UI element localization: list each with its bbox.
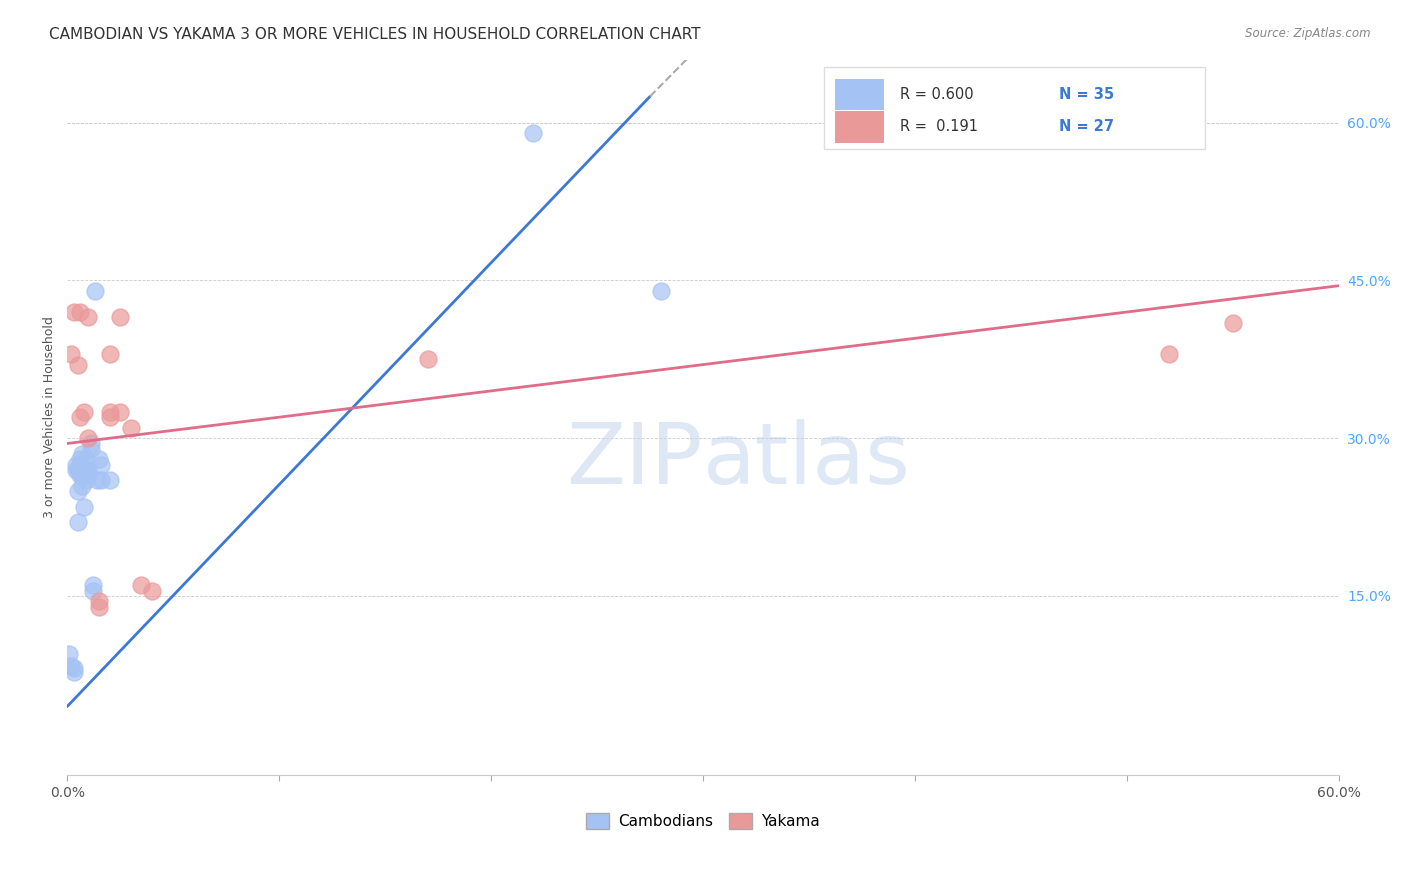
- Point: [77, 310, 100, 325]
- Point: [73, 468, 96, 483]
- FancyBboxPatch shape: [835, 78, 883, 111]
- Point: [1222, 316, 1244, 330]
- Point: [416, 352, 439, 367]
- Point: [62, 660, 84, 674]
- Point: [70, 447, 93, 461]
- Point: [66, 483, 89, 498]
- Text: R = 0.600: R = 0.600: [900, 87, 974, 103]
- Point: [75, 473, 97, 487]
- Point: [120, 420, 142, 434]
- Text: CAMBODIAN VS YAKAMA 3 OR MORE VEHICLES IN HOUSEHOLD CORRELATION CHART: CAMBODIAN VS YAKAMA 3 OR MORE VEHICLES I…: [49, 27, 700, 42]
- Y-axis label: 3 or more Vehicles in Household: 3 or more Vehicles in Household: [44, 317, 56, 518]
- Point: [79, 442, 101, 456]
- Text: R =  0.191: R = 0.191: [900, 120, 979, 135]
- Point: [79, 436, 101, 450]
- Point: [82, 583, 104, 598]
- Point: [77, 431, 100, 445]
- Point: [73, 405, 96, 419]
- Point: [108, 310, 131, 325]
- Point: [69, 410, 91, 425]
- Point: [73, 463, 96, 477]
- Point: [650, 284, 672, 298]
- Point: [87, 599, 110, 614]
- Point: [62, 665, 84, 679]
- Point: [70, 468, 93, 483]
- Point: [83, 284, 105, 298]
- Text: N = 27: N = 27: [1059, 120, 1114, 135]
- Point: [141, 583, 163, 598]
- Point: [98, 405, 121, 419]
- Point: [90, 458, 112, 472]
- Point: [75, 463, 97, 477]
- Point: [73, 500, 96, 514]
- Point: [66, 463, 89, 477]
- Point: [62, 305, 84, 319]
- Point: [66, 516, 89, 530]
- Point: [69, 468, 91, 483]
- Point: [65, 463, 87, 477]
- Point: [522, 126, 544, 140]
- Point: [87, 452, 110, 467]
- Point: [69, 458, 91, 472]
- Point: [69, 305, 91, 319]
- Point: [90, 473, 112, 487]
- Point: [77, 463, 100, 477]
- Point: [87, 594, 110, 608]
- Point: [65, 458, 87, 472]
- FancyBboxPatch shape: [824, 67, 1205, 149]
- Point: [98, 410, 121, 425]
- Legend: Cambodians, Yakama: Cambodians, Yakama: [581, 807, 825, 835]
- Point: [82, 578, 104, 592]
- Point: [60, 347, 83, 361]
- Point: [58, 647, 80, 661]
- Text: ZIP: ZIP: [567, 418, 703, 501]
- Point: [66, 358, 89, 372]
- Text: N = 35: N = 35: [1059, 87, 1114, 103]
- Point: [98, 347, 121, 361]
- Point: [108, 405, 131, 419]
- Point: [60, 659, 83, 673]
- Point: [86, 473, 108, 487]
- Point: [69, 452, 91, 467]
- FancyBboxPatch shape: [835, 112, 883, 143]
- Text: Source: ZipAtlas.com: Source: ZipAtlas.com: [1246, 27, 1371, 40]
- Point: [75, 452, 97, 467]
- Point: [70, 478, 93, 492]
- Point: [77, 468, 100, 483]
- Point: [131, 578, 153, 592]
- Text: atlas: atlas: [703, 418, 911, 501]
- Point: [1159, 347, 1181, 361]
- Point: [98, 473, 121, 487]
